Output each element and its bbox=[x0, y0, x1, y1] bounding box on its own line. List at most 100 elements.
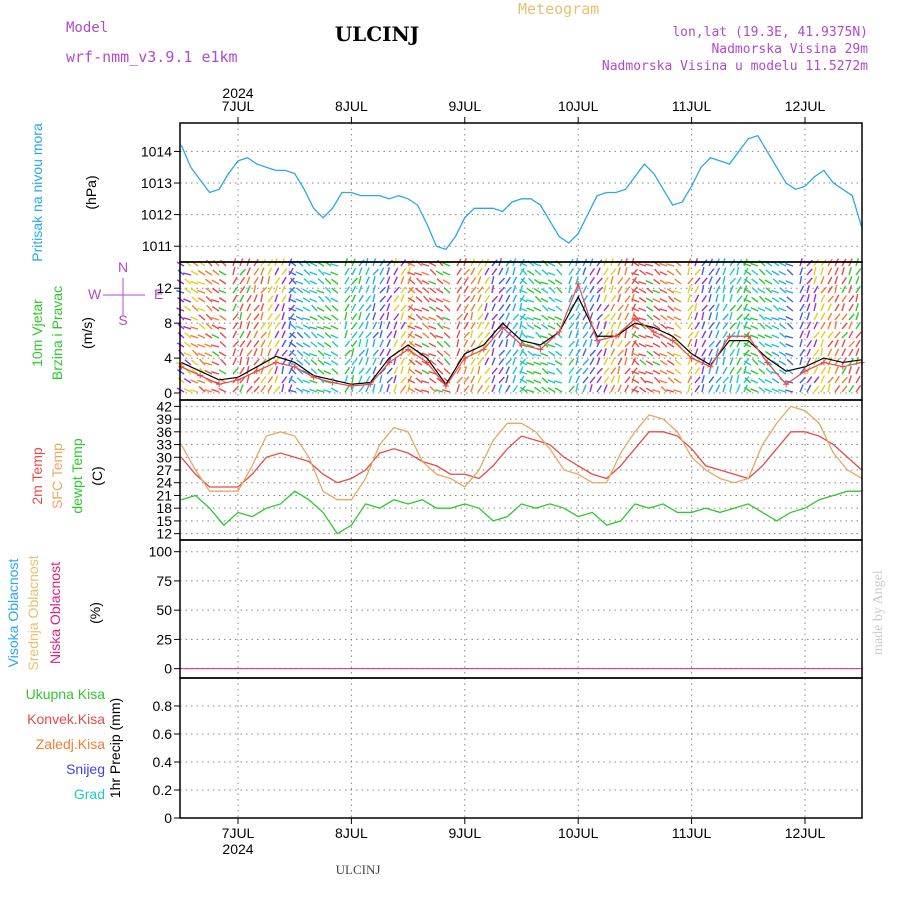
wind-barb bbox=[554, 316, 563, 321]
temp2m-axis-label: 2m Temp bbox=[29, 447, 45, 505]
wind-barb bbox=[428, 325, 437, 330]
wind-barb bbox=[414, 325, 423, 330]
wind-barb bbox=[855, 276, 860, 285]
wind-barb bbox=[526, 307, 535, 312]
wind-barb bbox=[624, 267, 628, 276]
wind-barb bbox=[310, 359, 318, 366]
wind-barb bbox=[540, 335, 549, 339]
wind-barb bbox=[379, 286, 387, 294]
wind-barb bbox=[548, 286, 556, 294]
wind-barb bbox=[421, 315, 430, 321]
wind-barb bbox=[456, 313, 464, 321]
wind-barb bbox=[400, 268, 407, 276]
wind-barb bbox=[317, 278, 325, 285]
wind-barb bbox=[351, 303, 357, 312]
wind-barb bbox=[610, 375, 616, 384]
wind-gust-marker bbox=[650, 328, 657, 335]
wind-barb bbox=[274, 330, 280, 339]
wind-barb bbox=[694, 285, 700, 294]
wind-barb bbox=[568, 340, 575, 348]
wind-barb bbox=[820, 303, 825, 312]
wind-barb bbox=[505, 312, 510, 321]
panel-frame bbox=[179, 539, 863, 679]
wind-barb bbox=[722, 348, 726, 357]
wind-barb bbox=[729, 349, 736, 357]
wind-barb bbox=[211, 350, 220, 357]
wind-barb bbox=[253, 313, 260, 321]
wind-barb bbox=[302, 288, 311, 294]
wind-barb bbox=[568, 367, 575, 375]
wind-barb bbox=[660, 314, 668, 321]
sfc-temp-line bbox=[180, 405, 863, 501]
wind-barb bbox=[239, 357, 243, 366]
wind-barb bbox=[589, 357, 595, 366]
wind-barb bbox=[289, 332, 297, 339]
wind-barb bbox=[848, 313, 855, 321]
wind-barb bbox=[443, 304, 451, 312]
wind-barb bbox=[239, 330, 245, 339]
wind-barb bbox=[197, 352, 206, 357]
wind-barb bbox=[302, 306, 311, 312]
wind-barb bbox=[764, 343, 773, 348]
wind-barb bbox=[674, 278, 682, 285]
wind-barb bbox=[386, 312, 390, 321]
wind-barb bbox=[253, 340, 260, 348]
wind-barb bbox=[218, 297, 227, 303]
wind-barb bbox=[281, 303, 286, 312]
wind-barb bbox=[799, 339, 803, 348]
wind-barb bbox=[365, 321, 369, 330]
wind-gust-marker bbox=[291, 363, 298, 370]
wind-barb bbox=[813, 376, 820, 384]
wind-barb bbox=[456, 348, 461, 357]
wind-barb bbox=[610, 367, 617, 375]
wind-barb bbox=[547, 271, 556, 276]
wind-barb bbox=[331, 340, 339, 348]
station-elevation: Nadmorska Visina 29m bbox=[711, 42, 868, 57]
wind-barb bbox=[743, 321, 748, 330]
wind-barb bbox=[834, 276, 839, 285]
wind-barb bbox=[253, 330, 259, 339]
wind-barb bbox=[463, 303, 469, 312]
wind-barb bbox=[190, 389, 199, 393]
wind-barb bbox=[317, 349, 325, 357]
wind-barb bbox=[505, 303, 511, 312]
wind-barb bbox=[687, 267, 691, 276]
wind-barb bbox=[491, 348, 495, 357]
wind-barb bbox=[631, 348, 635, 357]
wind-barb bbox=[246, 321, 251, 330]
wind-barb bbox=[617, 349, 625, 357]
wind-barb bbox=[232, 294, 238, 303]
x-day-label-top: 12JUL bbox=[785, 98, 826, 114]
wind-barb bbox=[666, 281, 675, 285]
wind-barb bbox=[414, 333, 423, 339]
wind-barb bbox=[603, 304, 610, 312]
wind-barb bbox=[806, 277, 813, 285]
wind-barb bbox=[309, 379, 318, 384]
wind-barb bbox=[541, 386, 549, 393]
wind-barb bbox=[743, 325, 752, 330]
wind-barb bbox=[666, 326, 675, 330]
wind-barb bbox=[855, 339, 861, 348]
wind-barb bbox=[365, 339, 369, 348]
wind-barb bbox=[470, 267, 476, 276]
wind-barb bbox=[701, 259, 708, 267]
wind-barb bbox=[813, 303, 817, 312]
wind-barb bbox=[379, 295, 386, 303]
wind-barb bbox=[379, 330, 383, 339]
wind-barb bbox=[379, 312, 385, 321]
wind-barb bbox=[177, 323, 185, 330]
wind-barb bbox=[834, 385, 841, 393]
wind-barb bbox=[456, 285, 463, 294]
wind-barb bbox=[701, 330, 707, 339]
wind-barb bbox=[547, 371, 556, 375]
wind-barb bbox=[786, 358, 794, 366]
wind-barb bbox=[435, 287, 444, 294]
wind-barb bbox=[470, 330, 474, 339]
wind-gust-marker bbox=[310, 374, 317, 381]
wind-barb bbox=[274, 294, 279, 303]
wind-barb bbox=[296, 359, 304, 366]
wind-barb bbox=[358, 357, 364, 366]
wind-barb bbox=[848, 321, 853, 330]
wind-barb bbox=[218, 387, 227, 393]
wind-barb bbox=[436, 350, 444, 357]
